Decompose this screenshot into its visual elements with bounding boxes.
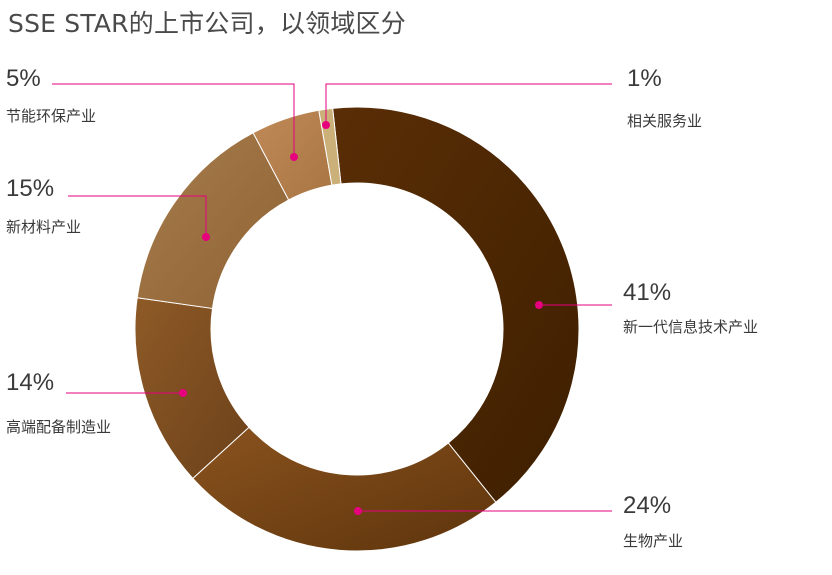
leader-marker-0 bbox=[535, 301, 543, 309]
leaders-layer bbox=[52, 83, 612, 515]
slice-percent-label-4: 5% bbox=[6, 65, 41, 92]
leader-line-3 bbox=[68, 195, 207, 237]
labels-layer: 41% 新一代信息技术产业 24% 生物产业 14% 高端配备制造业 15% 新材料产业 5% 节… bbox=[6, 65, 758, 550]
slice-category-label-0: 新一代信息技术产业 bbox=[623, 318, 758, 336]
leader-line-4 bbox=[52, 83, 295, 157]
chart-title: SSE STAR的上市公司，以领域区分 bbox=[8, 9, 406, 38]
slice-percent-label-0: 41% bbox=[623, 279, 671, 306]
slice-1 bbox=[192, 426, 497, 552]
slice-category-label-5: 相关服务业 bbox=[627, 112, 702, 130]
leader-marker-5 bbox=[322, 121, 330, 129]
slice-category-label-3: 新材料产业 bbox=[6, 218, 81, 236]
slice-category-label-4: 节能环保产业 bbox=[6, 107, 96, 125]
leader-line-5 bbox=[325, 83, 612, 125]
slice-percent-label-5: 1% bbox=[627, 65, 662, 92]
slice-percent-label-2: 14% bbox=[6, 369, 54, 396]
leader-marker-4 bbox=[290, 153, 298, 161]
slice-percent-label-1: 24% bbox=[623, 492, 671, 519]
slice-3 bbox=[136, 132, 290, 310]
leader-marker-1 bbox=[354, 507, 362, 515]
slice-category-label-1: 生物产业 bbox=[623, 532, 683, 550]
slice-0 bbox=[332, 106, 580, 503]
slice-category-label-2: 高端配备制造业 bbox=[6, 418, 111, 436]
slices-layer bbox=[134, 106, 580, 552]
leader-marker-3 bbox=[202, 233, 210, 241]
leader-marker-2 bbox=[179, 389, 187, 397]
slice-percent-label-3: 15% bbox=[6, 175, 54, 202]
